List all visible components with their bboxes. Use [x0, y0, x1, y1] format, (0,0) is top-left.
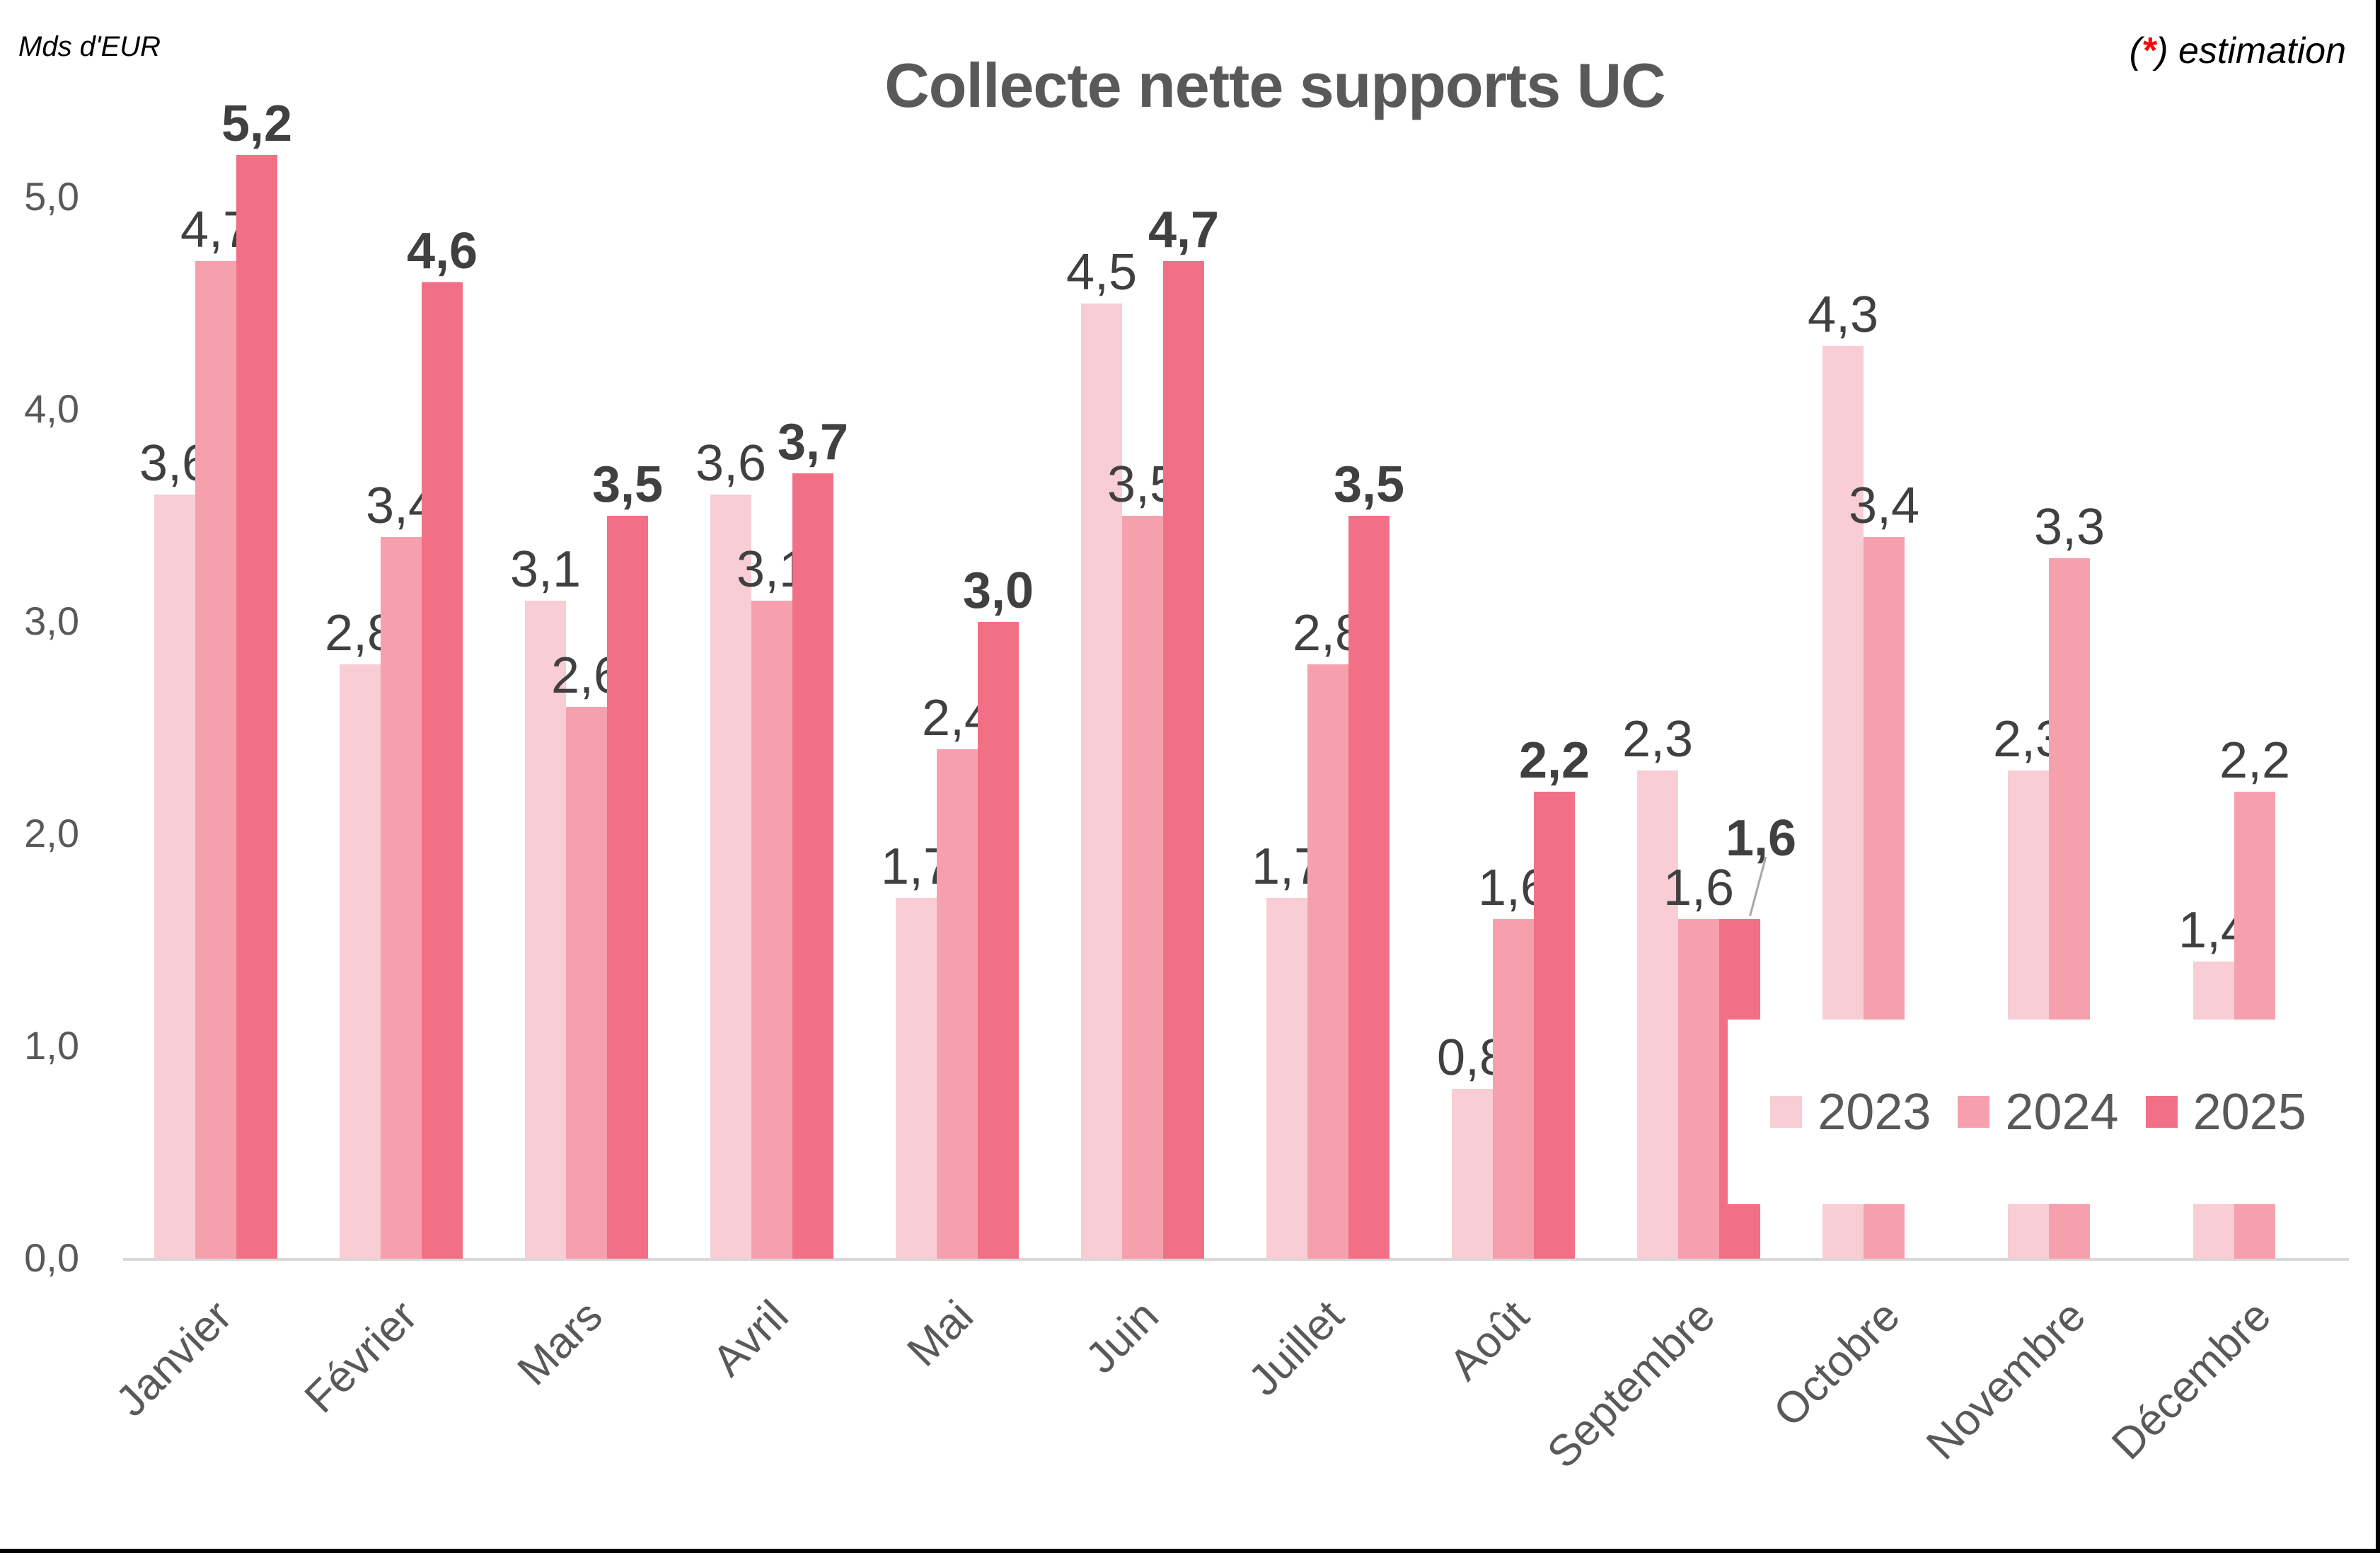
data-label: 2,2: [1518, 732, 1590, 789]
x-tick-label: Septembre: [1537, 1291, 1725, 1478]
y-tick-label: 4,0: [24, 386, 79, 431]
data-label: 2,3: [1622, 711, 1694, 768]
y-tick-label: 0,0: [24, 1235, 79, 1280]
asterisk-icon: *: [2141, 30, 2156, 71]
bar-2025-mars: [607, 516, 648, 1259]
data-label: 1,6: [1725, 810, 1797, 867]
bar-2023-avril: [710, 495, 751, 1259]
data-label: 4,6: [406, 223, 478, 279]
y-tick-label: 5,0: [24, 174, 79, 219]
data-label: 3,5: [591, 456, 664, 513]
bar-2024-février: [381, 537, 422, 1259]
chart-title-text: Collecte nette supports UC: [884, 50, 1665, 120]
y-tick-label: 1,0: [24, 1023, 79, 1068]
bar-2024-juillet: [1307, 664, 1348, 1259]
data-label: 5,2: [221, 96, 293, 152]
y-axis-unit-label: Mds d'EUR: [18, 31, 161, 62]
x-tick-label: Avril: [703, 1291, 798, 1386]
data-label: 3,5: [1333, 456, 1405, 513]
bar-2024-juin: [1122, 516, 1163, 1259]
bar-2025-août: [1534, 792, 1575, 1259]
legend-label: 2025: [2193, 1083, 2306, 1141]
legend-swatch-icon: [1958, 1096, 1990, 1128]
x-tick-label: Août: [1440, 1291, 1540, 1390]
frame-border-bottom: [0, 1549, 2380, 1553]
bar-2024-septembre: [1678, 919, 1719, 1259]
x-tick-label: Mars: [508, 1291, 613, 1395]
bar-2023-septembre: [1637, 770, 1678, 1259]
legend-item-2024[interactable]: 2024: [1958, 1083, 2119, 1141]
bar-2023-juin: [1081, 304, 1122, 1259]
legend-swatch-icon: [1770, 1096, 1803, 1128]
bar-2024-mars: [566, 707, 607, 1259]
bar-2025-juin: [1163, 261, 1204, 1259]
legend-item-2023[interactable]: 2023: [1770, 1083, 1931, 1141]
data-label: 3,6: [695, 435, 767, 492]
chart-title: Collecte nette supports UC: [0, 50, 2380, 122]
data-label: 3,0: [962, 562, 1034, 619]
x-tick-label: Décembre: [2103, 1291, 2281, 1470]
note-text: ) estimation: [2156, 30, 2346, 71]
data-label: 3,4: [1848, 478, 1920, 534]
data-label: 4,3: [1807, 287, 1879, 343]
x-tick-label: Octobre: [1764, 1291, 1910, 1436]
bar-2025-janvier: [236, 155, 277, 1259]
bar-2024-mai: [937, 749, 978, 1259]
bar-2025-juillet: [1348, 516, 1390, 1259]
bar-2024-août: [1493, 919, 1534, 1259]
x-tick-label: Mai: [898, 1291, 983, 1376]
x-tick-label: Juillet: [1240, 1291, 1354, 1406]
bar-2025-mai: [978, 622, 1019, 1259]
bar-2024-janvier: [195, 261, 236, 1259]
data-label: 1,6: [1663, 860, 1735, 916]
bar-2024-avril: [751, 601, 792, 1259]
legend-item-2025[interactable]: 2025: [2145, 1083, 2306, 1141]
legend-label: 2024: [2005, 1083, 2119, 1141]
bar-2023-mai: [896, 898, 937, 1259]
data-label: 3,1: [509, 541, 582, 598]
y-tick-label: 2,0: [24, 811, 79, 855]
x-tick-label: Novembre: [1917, 1291, 2096, 1470]
data-label: 3,7: [777, 414, 849, 470]
note-paren: (: [2129, 30, 2142, 71]
estimation-note: (*) estimation: [2130, 30, 2346, 72]
data-label: 3,3: [2033, 499, 2105, 555]
x-tick-label: Juin: [1076, 1291, 1169, 1383]
legend: 2023 2024 2025: [1728, 1020, 2349, 1204]
x-tick-label: Février: [295, 1291, 427, 1423]
bar-2023-août: [1452, 1089, 1493, 1259]
bar-2025-avril: [792, 473, 833, 1259]
data-label: 4,7: [1148, 202, 1220, 258]
data-label: 2,2: [2219, 732, 2291, 789]
legend-swatch-icon: [2145, 1096, 2178, 1128]
data-label: 4,5: [1065, 244, 1138, 301]
x-axis-line: [123, 1258, 2349, 1261]
bar-2023-février: [340, 664, 381, 1259]
bar-2023-janvier: [154, 495, 195, 1259]
frame-border-right: [2376, 0, 2380, 1553]
legend-label: 2023: [1818, 1083, 1931, 1141]
bar-2023-mars: [525, 601, 566, 1259]
bar-2025-février: [422, 282, 463, 1259]
bar-2023-juillet: [1266, 898, 1307, 1259]
y-tick-label: 3,0: [24, 599, 79, 643]
x-tick-label: Janvier: [106, 1291, 242, 1426]
